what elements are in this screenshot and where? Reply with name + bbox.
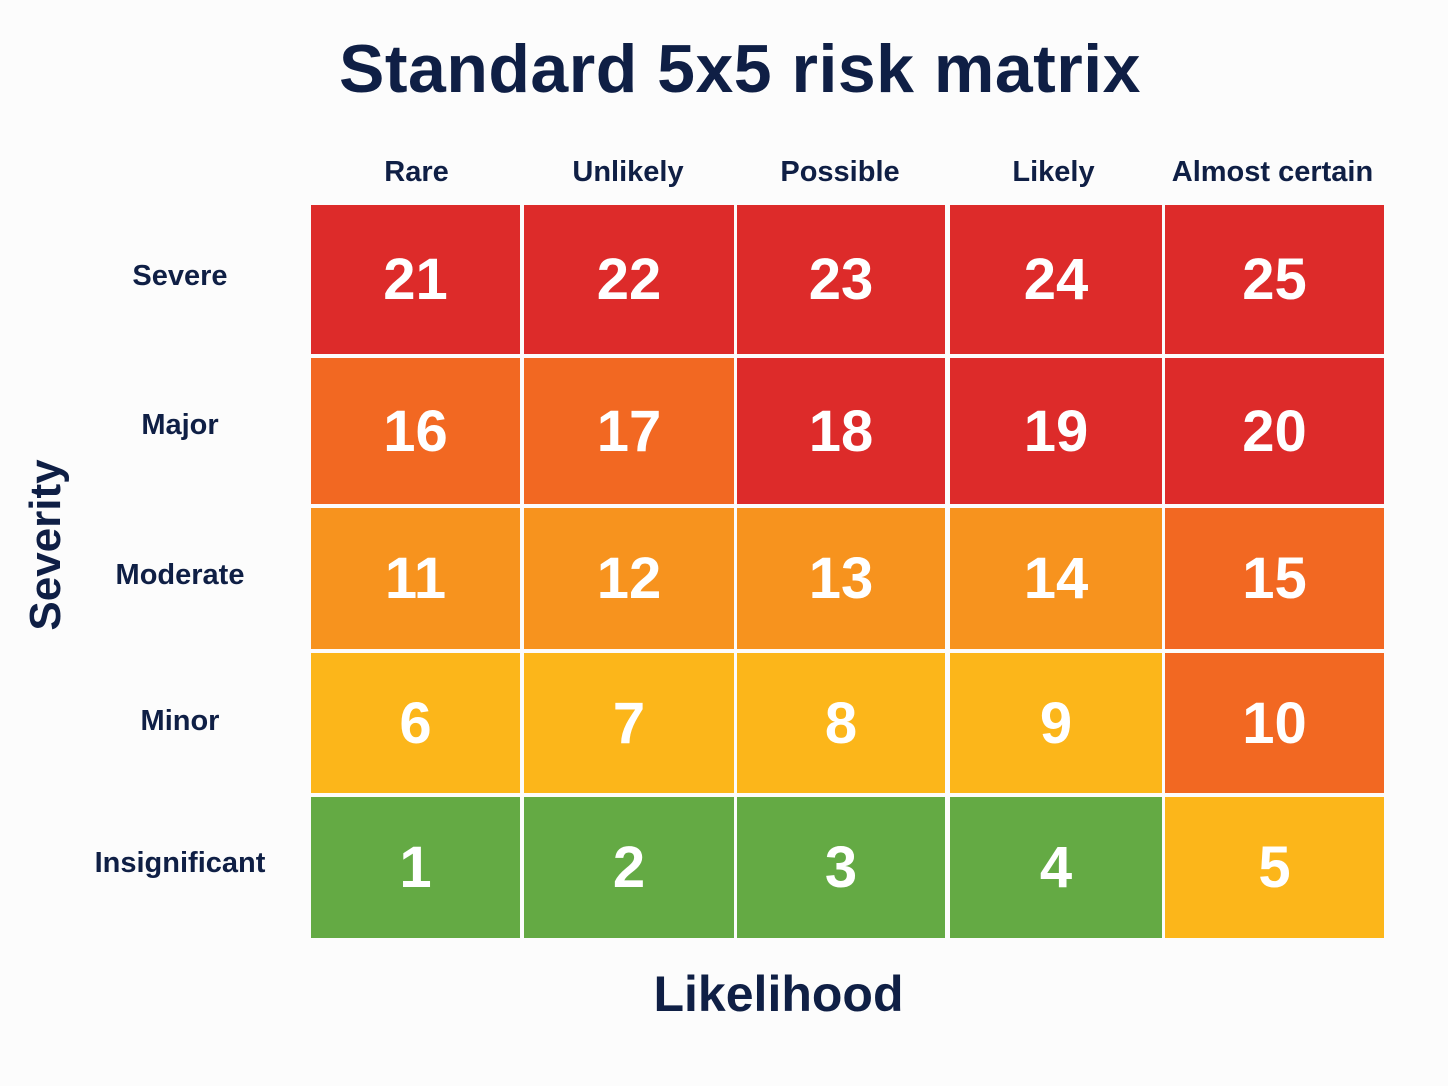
risk-cell-12: 12 [524, 508, 734, 649]
risk-cell-24: 24 [950, 205, 1162, 354]
column-header-likely: Likely [1012, 156, 1095, 188]
risk-cell-8: 8 [737, 653, 945, 793]
risk-cell-13: 13 [737, 508, 945, 649]
risk-cell-19: 19 [950, 358, 1162, 504]
risk-matrix-grid: 21 22 23 24 25 16 17 18 19 20 11 12 13 14 15 6 7 8 9 10 1 2 3 4… [311, 205, 1384, 938]
risk-cell-5: 5 [1165, 797, 1384, 938]
column-header-unlikely: Unlikely [572, 156, 684, 188]
risk-cell-15: 15 [1165, 508, 1384, 649]
risk-cell-11: 11 [311, 508, 520, 649]
column-header-rare: Rare [384, 156, 449, 188]
risk-cell-20: 20 [1165, 358, 1384, 504]
risk-cell-3: 3 [737, 797, 945, 938]
risk-cell-23: 23 [737, 205, 945, 354]
risk-cell-22: 22 [524, 205, 734, 354]
row-label-major: Major [141, 409, 219, 441]
risk-cell-21: 21 [311, 205, 520, 354]
risk-cell-2: 2 [524, 797, 734, 938]
risk-cell-10: 10 [1165, 653, 1384, 793]
risk-cell-14: 14 [950, 508, 1162, 649]
x-axis-label: Likelihood [653, 966, 904, 1022]
column-header-almost-certain: Almost certain [1171, 156, 1374, 188]
risk-cell-18: 18 [737, 358, 945, 504]
risk-cell-4: 4 [950, 797, 1162, 938]
row-label-minor: Minor [140, 705, 220, 737]
column-header-possible: Possible [780, 156, 900, 188]
risk-cell-7: 7 [524, 653, 734, 793]
risk-cell-6: 6 [311, 653, 520, 793]
risk-cell-25: 25 [1165, 205, 1384, 354]
y-axis-label: Severity [21, 459, 70, 631]
row-label-severe: Severe [132, 260, 228, 292]
row-label-moderate: Moderate [115, 559, 245, 591]
risk-cell-1: 1 [311, 797, 520, 938]
page-title: Standard 5x5 risk matrix [339, 31, 1141, 107]
likelihood-headers: Rare Unlikely Possible Likely Almost cer… [311, 150, 1384, 200]
row-label-insignificant: Insignificant [94, 847, 266, 879]
risk-cell-17: 17 [524, 358, 734, 504]
risk-cell-16: 16 [311, 358, 520, 504]
risk-cell-9: 9 [950, 653, 1162, 793]
